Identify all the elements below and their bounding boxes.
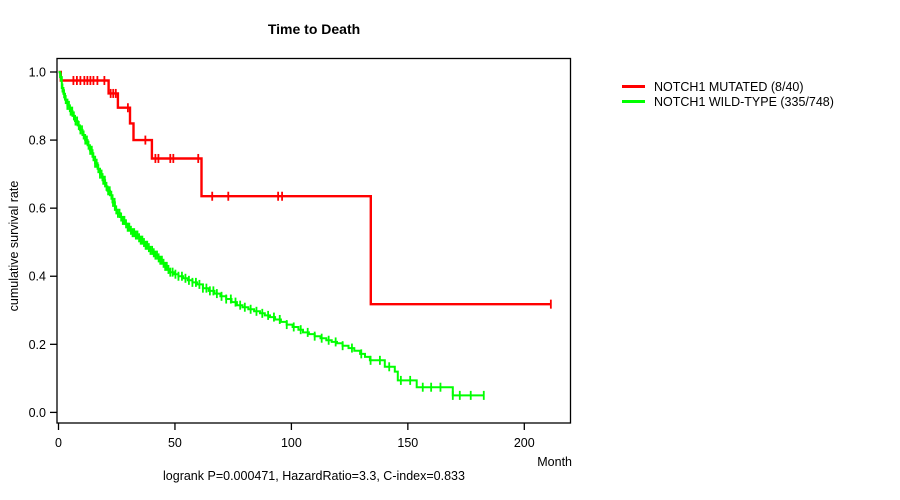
x-tick-label: 0 <box>55 436 62 450</box>
y-axis-title: cumulative survival rate <box>7 180 21 312</box>
y-tick-label: 0.6 <box>29 202 46 216</box>
legend-line-icon <box>622 85 645 88</box>
legend-line-icon <box>622 100 645 103</box>
x-axis-title: Month <box>537 455 572 469</box>
x-tick-label: 150 <box>397 436 418 450</box>
legend-item-mutated: NOTCH1 MUTATED (8/40) <box>622 79 834 94</box>
survival-curve-notch1-wild-type <box>58 71 484 397</box>
stats-caption: logrank P=0.000471, HazardRatio=3.3, C-i… <box>163 469 465 483</box>
legend-label: NOTCH1 WILD-TYPE (335/748) <box>654 94 834 109</box>
y-tick-label: 0.0 <box>29 406 46 420</box>
chart-title: Time to Death <box>267 21 361 37</box>
x-tick-label: 100 <box>281 436 302 450</box>
y-tick-label: 0.8 <box>29 134 46 148</box>
plot-border <box>56 57 572 424</box>
legend-label: NOTCH1 MUTATED (8/40) <box>654 79 804 94</box>
survival-curve-notch1-mutated <box>58 70 551 306</box>
y-tick-label: 1.0 <box>29 66 46 80</box>
y-tick-label: 0.4 <box>29 270 46 284</box>
legend: NOTCH1 MUTATED (8/40) NOTCH1 WILD-TYPE (… <box>622 79 834 109</box>
legend-item-wildtype: NOTCH1 WILD-TYPE (335/748) <box>622 94 834 109</box>
y-tick-label: 0.2 <box>29 338 46 352</box>
x-tick-label: 200 <box>514 436 535 450</box>
x-tick-label: 50 <box>168 436 182 450</box>
